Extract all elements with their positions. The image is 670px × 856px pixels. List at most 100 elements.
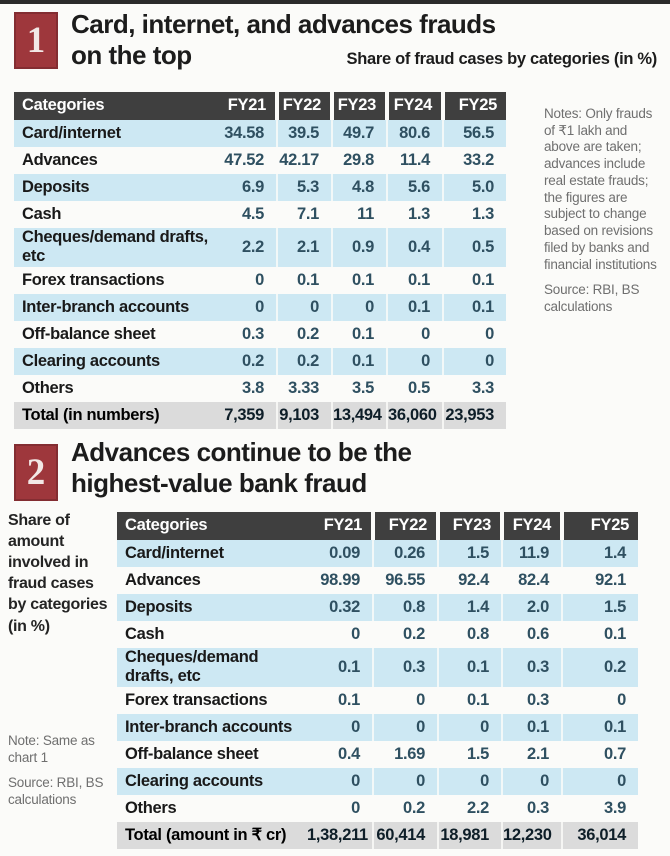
value-cell: 0	[331, 294, 387, 321]
value-cell: 0.09	[329, 543, 360, 562]
value-cell: 0.2	[372, 795, 438, 822]
total-label-cell: Total (amount in ₹ cr)	[125, 826, 287, 844]
category-cell: Inter-branch accounts	[22, 297, 189, 316]
total-value-cell: 18,981	[437, 822, 502, 849]
value-cell: 0	[386, 321, 443, 348]
year-header-cell: FY24	[500, 512, 562, 540]
category-cell: Off-balance sheet	[22, 324, 156, 343]
category-cell: Inter-branch accounts	[125, 717, 292, 736]
value-cell: 39.5	[276, 120, 332, 147]
chart1-number-badge: 1	[14, 12, 58, 69]
table-row: Clearing accounts 0.2 0.2 0.1 0 0	[14, 348, 506, 375]
chart2-number-badge: 2	[14, 444, 58, 501]
value-cell: 7.1	[276, 201, 332, 228]
value-cell: 0.2	[372, 621, 438, 648]
value-cell: 0.1	[337, 657, 360, 676]
table-row: Inter-branch accounts 0 0 0 0.1 0.1	[14, 294, 506, 321]
table-row: Forex transactions 0 0.1 0.1 0.1 0.1	[14, 267, 506, 294]
value-cell: 82.4	[501, 567, 562, 594]
fraud-amount-table: Categories FY21 FY22 FY23 FY24 FY25 Card/inter…	[117, 512, 638, 849]
value-cell: 92.4	[437, 567, 502, 594]
value-cell: 2.0	[501, 594, 562, 621]
value-cell: 0	[351, 771, 360, 790]
value-cell: 11	[331, 201, 387, 228]
total-label-cell: Total (in numbers)	[22, 405, 160, 424]
fraud-cases-table: Categories FY21 FY22 FY23 FY24 FY25 Card/inter…	[14, 92, 506, 429]
category-cell: Off-balance sheet	[125, 744, 259, 763]
value-cell: 0.1	[331, 348, 387, 375]
year-header-cell: FY21	[307, 512, 373, 540]
value-cell: 5.3	[276, 174, 332, 201]
value-cell: 0	[372, 714, 438, 741]
value-cell: 1.5	[437, 540, 502, 567]
value-cell: 1.5	[561, 594, 638, 621]
value-cell: 1.3	[386, 201, 443, 228]
value-cell: 0.6	[501, 621, 562, 648]
year-header-cell: FY23	[330, 92, 387, 120]
chart2-side-label: Share of amount involved in fraud cases …	[8, 512, 108, 635]
total-value-cell: 60,414	[372, 822, 438, 849]
categories-header-cell: Categories	[14, 92, 210, 120]
total-value-cell: 23,953	[442, 402, 506, 429]
value-cell: 0	[372, 768, 438, 795]
value-cell: 6.9	[241, 177, 264, 196]
value-cell: 0.1	[276, 267, 332, 294]
value-cell: 2.1	[501, 741, 562, 768]
value-cell: 0.2	[241, 351, 264, 370]
value-cell: 0.1	[437, 687, 502, 714]
value-cell: 1.3	[442, 201, 506, 228]
category-cell: Cash	[125, 624, 165, 643]
value-cell: 3.3	[442, 375, 506, 402]
value-cell: 56.5	[442, 120, 506, 147]
category-cell: Card/internet	[22, 123, 121, 142]
header-row: Categories FY21 FY22 FY23 FY24 FY25	[14, 92, 506, 120]
total-row: Total (amount in ₹ cr) 1,38,211 60,414 18,9…	[117, 822, 638, 849]
note-text: Note: Same as chart 1	[8, 733, 95, 765]
chart1-number: 1	[26, 20, 46, 61]
total-value-cell: 9,103	[276, 402, 332, 429]
chart1-subtitle: Share of fraud cases by categories (in %…	[346, 50, 658, 69]
category-cell: Deposits	[22, 177, 90, 196]
category-cell: Clearing accounts	[22, 351, 160, 370]
category-cell: Forex transactions	[125, 690, 268, 709]
year-header-cell: FY25	[560, 512, 638, 540]
value-cell: 3.8	[241, 378, 264, 397]
category-cell: Clearing accounts	[125, 771, 263, 790]
category-cell: Cheques/demand drafts, etc	[125, 648, 259, 685]
table-row: Off-balance sheet 0.4 1.69 1.5 2.1 0.7	[117, 741, 638, 768]
value-cell: 96.55	[372, 567, 438, 594]
value-cell: 0.5	[442, 228, 506, 267]
table-row: Deposits 6.9 5.3 4.8 5.6 5.0	[14, 174, 506, 201]
value-cell: 11.9	[501, 540, 562, 567]
value-cell: 0.7	[561, 741, 638, 768]
table-row: Others 0 0.2 2.2 0.3 3.9	[117, 795, 638, 822]
table-row: Others 3.8 3.33 3.5 0.5 3.3	[14, 375, 506, 402]
value-cell: 0.1	[337, 690, 360, 709]
value-cell: 4.5	[241, 204, 264, 223]
value-cell: 33.2	[442, 147, 506, 174]
table-row: Card/internet 0.09 0.26 1.5 11.9 1.4	[117, 540, 638, 567]
table-row: Cheques/demand drafts, etc 2.2 2.1 0.9 0.4 0.…	[14, 228, 506, 267]
value-cell: 0	[561, 768, 638, 795]
value-cell: 0.1	[331, 267, 387, 294]
total-value-cell: 36,014	[561, 822, 638, 849]
value-cell: 0.4	[386, 228, 443, 267]
value-cell: 1.4	[561, 540, 638, 567]
value-cell: 0.3	[241, 324, 264, 343]
value-cell: 92.1	[561, 567, 638, 594]
table-row: Cash 0 0.2 0.8 0.6 0.1	[117, 621, 638, 648]
value-cell: 0	[255, 270, 264, 289]
table-row: Off-balance sheet 0.3 0.2 0.1 0 0	[14, 321, 506, 348]
value-cell: 0.3	[501, 648, 562, 687]
value-cell: 0.1	[442, 267, 506, 294]
value-cell: 49.7	[331, 120, 387, 147]
value-cell: 0.9	[331, 228, 387, 267]
source-text: Source: RBI, BS calculations	[8, 775, 104, 808]
year-header-cell: FY24	[385, 92, 443, 120]
value-cell: 0	[351, 798, 360, 817]
value-cell: 1.5	[437, 741, 502, 768]
value-cell: 0	[442, 321, 506, 348]
chart2-title: Advances continue to be the highest-valu…	[71, 437, 657, 499]
source-text: Source: RBI, BS calculations	[544, 282, 640, 315]
category-cell: Card/internet	[125, 543, 224, 562]
